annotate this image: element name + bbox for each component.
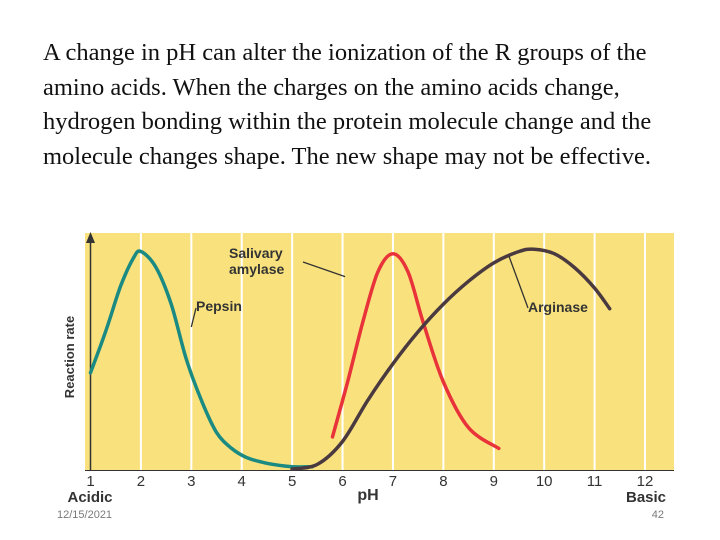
x-tick-label: 12 [637, 473, 654, 490]
x-tick-label: 3 [187, 473, 195, 490]
x-axis-left-label: Acidic [67, 489, 112, 506]
arginase-label: Arginase [528, 299, 588, 315]
x-tick-label: 5 [288, 473, 296, 490]
x-tick-label: 11 [587, 473, 603, 490]
salivary-amylase-label-line1: Salivary [229, 245, 283, 261]
slide-body-text: A change in pH can alter the ionization … [43, 39, 652, 170]
x-tick-label: 2 [137, 473, 145, 490]
x-tick-label: 4 [238, 473, 246, 490]
series-curves [88, 247, 612, 471]
pepsin-label: Pepsin [196, 298, 242, 314]
arginase-leader [508, 255, 529, 309]
salivary-amylase-label-line2: amylase [229, 261, 284, 277]
grid-lines [139, 233, 646, 470]
pepsin-leader [190, 307, 197, 328]
x-axis-label: pH [357, 487, 378, 504]
x-tick-label: 6 [338, 473, 346, 490]
pepsin-curve [88, 249, 315, 469]
y-axis-arrow [86, 232, 95, 243]
x-tick-label: 10 [536, 473, 553, 490]
slide-date: 12/15/2021 [57, 509, 113, 521]
x-axis-right-label: Basic [626, 489, 666, 506]
salivary-amylase-curve [330, 251, 501, 451]
x-tick-label: 8 [439, 473, 447, 490]
y-axis-label: Reaction rate [62, 316, 77, 398]
x-tick-label: 7 [389, 473, 397, 490]
arginase-curve [290, 247, 612, 471]
x-tick-label: 1 [86, 473, 94, 490]
x-tick-labels: 1 2 3 4 5 6 7 8 9 10 11 12 [86, 473, 653, 490]
slide-page-number: 42 [651, 509, 664, 521]
salivary-amylase-leader [302, 261, 346, 278]
annotation-leaders [190, 255, 529, 328]
x-tick-label: 9 [490, 473, 498, 490]
